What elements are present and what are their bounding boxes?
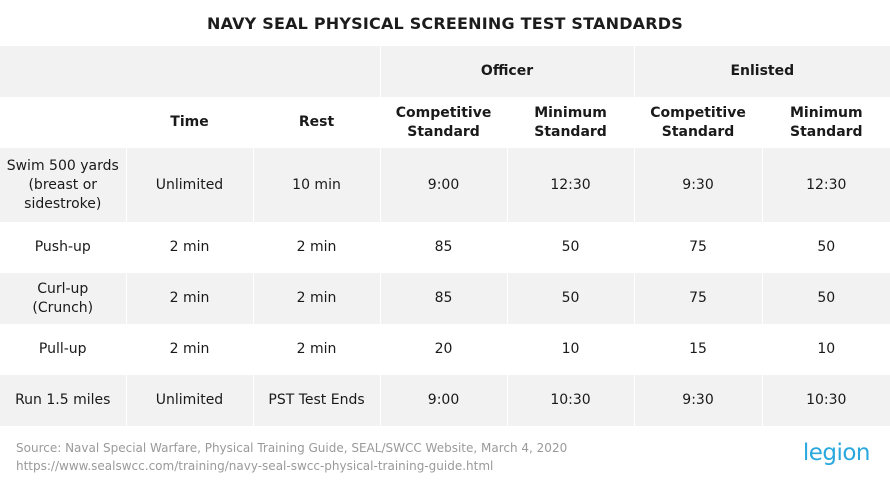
table-row: Push-up 2 min 2 min 85 50 75 50 [0,222,890,273]
event-cell: Curl-up (Crunch) [0,273,127,324]
enlisted-minimum-cell: 50 [817,290,836,306]
time-cell: 2 min [126,222,254,273]
time-cell: Unlimited [126,375,254,426]
source-footer: Source: Naval Special Warfare, Physical … [16,439,567,475]
rest-cell: 2 min [253,273,381,324]
officer-competitive-cell: 9:00 [380,148,508,222]
event-cell: Swim 500 yards (breast or sidestroke) [0,148,127,222]
officer-minimum-cell: 10 [507,324,635,375]
column-header-officer-competitive: Competitive Standard [380,97,508,148]
page-title: NAVY SEAL PHYSICAL SCREENING TEST STANDA… [207,13,683,33]
enlisted-competitive-cell: 15 [634,324,763,375]
officer-competitive-cell: 85 [380,273,508,324]
column-header-time: Time [126,97,254,148]
officer-competitive-cell: 85 [380,222,508,273]
officer-minimum-cell: 50 [507,222,635,273]
group-header-row: Officer Enlisted [0,46,890,97]
time-cell: 2 min [126,324,254,375]
source-citation: Source: Naval Special Warfare, Physical … [16,441,568,455]
enlisted-competitive-cell: 75 [634,222,763,273]
officer-competitive-cell: 9:00 [380,375,508,426]
table-row: Pull-up 2 min 2 min 20 10 15 10 [0,324,890,375]
rest-cell: 2 min [253,324,381,375]
event-cell: Run 1.5 miles [0,375,127,426]
enlisted-minimum-cell: 10:30 [806,392,847,408]
enlisted-minimum-cell: 50 [817,239,836,255]
source-url: https://www.sealswcc.com/training/navy-s… [16,459,494,473]
enlisted-minimum-cell: 12:30 [806,176,847,193]
group-header-blank [0,46,381,97]
time-cell: 2 min [126,273,254,324]
legion-logo: legion [802,440,871,466]
time-cell: Unlimited [126,148,254,222]
standards-table: Officer Enlisted Time Rest Competitive S… [0,46,890,426]
enlisted-minimum-cell: 10 [817,341,836,357]
table-row: Run 1.5 miles Unlimited PST Test Ends 9:… [0,375,890,426]
column-header-officer-minimum: Minimum Standard [507,97,635,148]
officer-minimum-cell: 50 [507,273,635,324]
table-row: Swim 500 yards (breast or sidestroke) Un… [0,148,890,222]
group-header-officer: Officer [379,46,635,97]
officer-minimum-cell: 10:30 [507,375,635,426]
officer-minimum-cell: 12:30 [507,148,635,222]
table-row: Curl-up (Crunch) 2 min 2 min 85 50 75 50 [0,273,890,324]
enlisted-competitive-cell: 75 [634,273,763,324]
enlisted-competitive-cell: 9:30 [634,375,763,426]
column-header-event [0,97,127,148]
column-header-enlisted-minimum: Minimum Standard [789,104,863,140]
officer-competitive-cell: 20 [380,324,508,375]
column-header-rest: Rest [253,97,381,148]
event-cell: Pull-up [0,324,127,375]
rest-cell: PST Test Ends [253,375,381,426]
enlisted-competitive-cell: 9:30 [634,148,763,222]
rest-cell: 10 min [253,148,381,222]
column-header-enlisted-competitive: Competitive Standard [634,97,763,148]
title-bar: NAVY SEAL PHYSICAL SCREENING TEST STANDA… [0,0,890,46]
rest-cell: 2 min [253,222,381,273]
group-header-enlisted: Enlisted [633,46,890,97]
event-cell: Push-up [0,222,127,273]
column-header-row: Time Rest Competitive Standard Minimum S… [0,97,890,148]
